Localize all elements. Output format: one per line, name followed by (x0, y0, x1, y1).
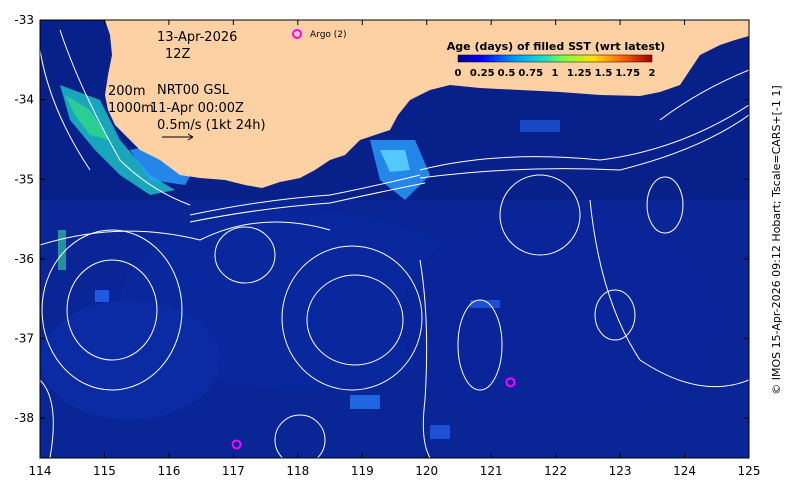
contour-label-200: 200m (108, 84, 145, 99)
sst-contours (40, 29, 749, 458)
lon-tick-label: 125 (738, 464, 761, 478)
vector-scale-arrow (162, 133, 194, 141)
argo-legend-icon (292, 29, 302, 39)
date-label: 13-Apr-2026 (157, 30, 237, 45)
lon-tick-label: 117 (222, 464, 245, 478)
lon-tick-label: 120 (415, 464, 438, 478)
argo-legend-label: Argo (2) (310, 30, 347, 40)
colorbar-tick-label: 1.75 (615, 68, 640, 79)
colorbar-tick-label: 0.75 (518, 68, 543, 79)
colorbar-tick-label: 2 (649, 68, 656, 79)
lon-tick-label: 119 (351, 464, 374, 478)
colorbar-tick-label: 0 (455, 68, 462, 79)
contour-label-1000: 1000m (108, 101, 154, 116)
map-frame (39, 19, 750, 459)
lat-tick-label: -34 (14, 93, 34, 107)
colorbar-tick-label: 0.5 (498, 68, 516, 79)
lon-tick-label: 115 (93, 464, 116, 478)
lon-tick-label: 114 (29, 464, 52, 478)
colorbar-ramp (457, 54, 653, 63)
colorbar-tick-label: 1.5 (595, 68, 613, 79)
credit-text: © IMOS 15-Apr-2026 09:12 Hobart; Tscale=… (770, 85, 783, 394)
lat-tick-label: -38 (14, 411, 34, 425)
product-label: NRT00 GSL (157, 83, 230, 98)
lon-tick-label: 122 (544, 464, 567, 478)
lon-tick-label: 121 (480, 464, 503, 478)
colorbar-tick-label: 1.25 (567, 68, 592, 79)
longitude-axis: 114 115 116 117 118 119 120 121 122 123 124 125 (29, 20, 761, 478)
lon-tick-label: 116 (157, 464, 180, 478)
product-time: 11-Apr 00:00Z (150, 101, 244, 116)
lon-tick-label: 118 (286, 464, 309, 478)
colorbar-title: Age (days) of filled SST (wrt latest) (447, 40, 665, 53)
time-label: 12Z (165, 47, 191, 62)
argo-float-marker (505, 377, 516, 388)
argo-floats (231, 377, 516, 450)
vector-scale-label: 0.5m/s (1kt 24h) (157, 118, 266, 133)
colorbar-tick-label: 0.25 (470, 68, 495, 79)
colorbar-ticks: 0 0.25 0.5 0.75 1 1.25 1.5 1.75 2 (455, 68, 656, 79)
latitude-axis: -33 -34 -35 -36 -37 -38 (14, 13, 749, 425)
map-annotations: 13-Apr-2026 12Z 200m NRT00 GSL 1000m 11-… (108, 29, 347, 141)
lon-tick-label: 123 (609, 464, 632, 478)
argo-float-marker (231, 439, 242, 450)
lat-tick-label: -36 (14, 252, 34, 266)
map-area (40, 20, 749, 458)
lat-tick-label: -35 (14, 172, 34, 186)
lat-tick-label: -33 (14, 13, 34, 27)
sst-age-patches (40, 200, 749, 458)
lat-tick-label: -37 (14, 332, 34, 346)
colorbar-tick-label: 1 (552, 68, 559, 79)
lon-tick-label: 124 (673, 464, 696, 478)
